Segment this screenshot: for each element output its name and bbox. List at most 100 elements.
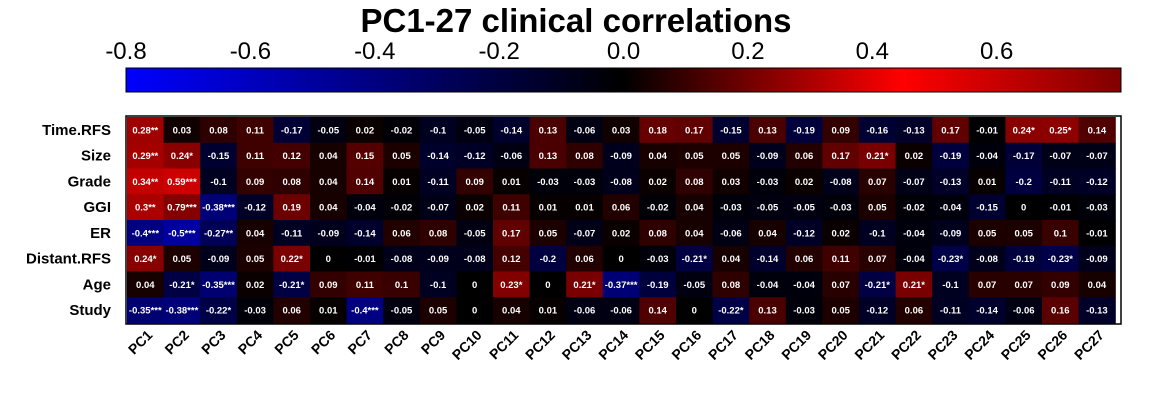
heatmap-cell — [639, 194, 677, 221]
heatmap-cell-label: -0.09 — [757, 151, 779, 162]
heatmap-cell-label: -0.02 — [647, 203, 669, 214]
heatmap-cell — [273, 297, 311, 324]
heatmap-cell-label: -0.11 — [428, 177, 450, 188]
heatmap-cell — [310, 142, 348, 170]
column-label: PC17 — [705, 327, 741, 363]
heatmap-cell-label: 0.06 — [612, 203, 631, 214]
heatmap-cell — [968, 142, 1006, 170]
heatmap-cell — [163, 194, 201, 221]
column-label: PC27 — [1071, 327, 1107, 363]
heatmap-cell — [310, 117, 348, 144]
heatmap-cell-label: 0.08 — [575, 151, 594, 162]
heatmap-cell — [749, 168, 787, 195]
heatmap-cell — [566, 271, 604, 298]
heatmap-cell-label: -0.21* — [169, 280, 195, 291]
heatmap-cell-label: 0.21* — [573, 280, 595, 291]
colorbar-gradient — [125, 67, 1122, 93]
chart-title: PC1-27 clinical correlations — [360, 2, 791, 39]
row-label: Study — [69, 302, 111, 319]
heatmap-cell-label: -0.1 — [942, 280, 959, 291]
heatmap-cell — [932, 142, 970, 170]
heatmap-cell-label: 0.13 — [758, 125, 777, 136]
heatmap-cell-label: -0.05 — [757, 203, 779, 214]
heatmap-cell-label: -0.1 — [869, 228, 886, 239]
heatmap-cell — [712, 271, 750, 298]
heatmap-cell-label: -0.11 — [1050, 177, 1072, 188]
heatmap-cell — [273, 194, 311, 221]
heatmap-cell — [602, 220, 640, 247]
heatmap-cell — [822, 142, 860, 170]
heatmap-cell-label: 0.59*** — [167, 177, 197, 188]
column-label: PC18 — [742, 327, 778, 363]
heatmap-cell-label: 0.12 — [282, 151, 301, 162]
heatmap-cell-label: -0.16 — [866, 125, 888, 136]
heatmap-cell — [383, 220, 421, 247]
heatmap-cell — [566, 245, 604, 273]
heatmap-cell — [346, 168, 384, 195]
heatmap-cell-label: 0.01 — [319, 306, 338, 317]
heatmap-cell-label: 0.24* — [171, 151, 193, 162]
heatmap-cell — [895, 194, 933, 221]
heatmap-cell-label: 0.05 — [685, 151, 704, 162]
heatmap-cell-label: -0.35*** — [202, 280, 235, 291]
heatmap-cell — [602, 297, 640, 324]
heatmap-cell-label: 0.02 — [905, 151, 924, 162]
heatmap-cell — [968, 271, 1006, 298]
heatmap-cell-label: -0.1 — [210, 177, 227, 188]
heatmap-cell — [785, 220, 823, 247]
colorbar-tick-label: -0.6 — [230, 38, 271, 65]
heatmap-cell — [273, 245, 311, 273]
heatmap-cell-label: -0.12 — [793, 228, 815, 239]
heatmap-cell-label: -0.23* — [1048, 254, 1074, 265]
heatmap-cell — [163, 117, 201, 144]
heatmap-cell — [602, 245, 640, 273]
heatmap-cell-label: 0.04 — [502, 306, 521, 317]
heatmap-cell-label: 0.15 — [356, 151, 375, 162]
heatmap-cell-label: -0.5*** — [168, 228, 196, 239]
colorbar: -0.8 -0.6 -0.4 -0.2 0.0 0.2 0.4 0.6 — [105, 38, 1122, 93]
heatmap-cell — [785, 142, 823, 170]
heatmap-cell — [346, 142, 384, 170]
heatmap-cell — [968, 220, 1006, 247]
heatmap-cell — [127, 297, 165, 324]
heatmap-cell-label: 0.09 — [1051, 280, 1070, 291]
heatmap-cell-label: 0.21* — [903, 280, 925, 291]
heatmap-cell-label: -0.14 — [976, 306, 998, 317]
column-label: PC4 — [235, 327, 266, 358]
heatmap-cell — [676, 194, 714, 221]
heatmap-cell — [859, 271, 897, 298]
heatmap-cell-label: -0.07 — [574, 228, 596, 239]
column-label: PC2 — [161, 327, 192, 358]
heatmap-cell-label: 0.22* — [281, 254, 303, 265]
heatmap-cell-label: -0.04 — [903, 254, 925, 265]
column-label: PC20 — [815, 327, 851, 363]
heatmap-cell — [493, 117, 531, 144]
heatmap-cell-label: 0.01 — [392, 177, 411, 188]
heatmap-cell — [932, 245, 970, 273]
heatmap-cell-label: -0.2 — [540, 254, 556, 265]
row-label: ER — [90, 225, 111, 242]
heatmap-cell-label: 0.79*** — [167, 203, 197, 214]
heatmap-cell — [419, 245, 457, 273]
column-label: PC26 — [1034, 327, 1070, 363]
heatmap-cell — [1042, 168, 1080, 195]
heatmap-cell-label: -0.2 — [1016, 177, 1032, 188]
heatmap-cell — [639, 271, 677, 298]
heatmap-cell-label: -0.01 — [1086, 228, 1108, 239]
heatmap-cell — [383, 245, 421, 273]
heatmap-cell — [383, 168, 421, 195]
heatmap-cell-label: -0.03 — [647, 254, 669, 265]
heatmap-cell — [163, 245, 201, 273]
heatmap-cell-label: -0.07 — [427, 203, 449, 214]
heatmap-cell — [493, 245, 531, 273]
heatmap-cell — [968, 297, 1006, 324]
heatmap-cell — [859, 194, 897, 221]
heatmap-cell — [127, 220, 165, 247]
heatmap-cell-label: 0.11 — [502, 203, 521, 214]
heatmap-cell — [968, 194, 1006, 221]
heatmap-cell — [785, 168, 823, 195]
heatmap-cell-label: 0.17 — [941, 125, 960, 136]
heatmap-cell-label: 0.08 — [722, 280, 741, 291]
heatmap-cell — [456, 194, 494, 221]
